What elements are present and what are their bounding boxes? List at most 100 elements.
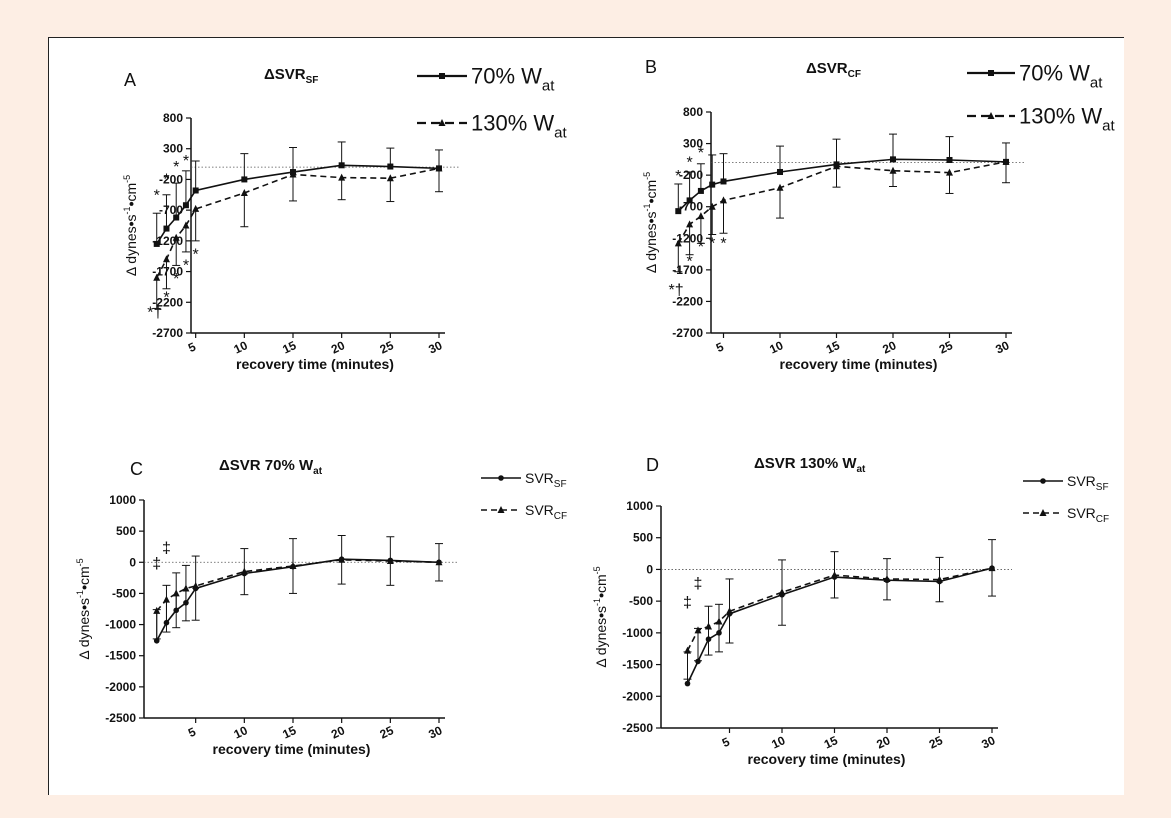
data-point [435, 164, 443, 172]
data-point [153, 273, 161, 281]
significance-marker: * [163, 171, 169, 188]
legend-entry-0: SVRSF [481, 470, 567, 490]
panel-label: D [646, 455, 659, 475]
y-tick-label: -2500 [105, 711, 136, 725]
legend-marker [439, 73, 445, 79]
y-tick-label: 500 [633, 531, 653, 545]
x-tick-label: 20 [329, 338, 347, 356]
y-label-text: Δ dynes [123, 226, 139, 276]
y-tick-label: -1700 [152, 265, 183, 279]
data-point [338, 162, 345, 169]
significance-marker: ‡ [694, 575, 703, 592]
y-label-bullet: • [593, 593, 609, 598]
series-0 [152, 535, 443, 644]
series-line [156, 558, 440, 642]
data-point [889, 166, 897, 174]
data-point [153, 240, 160, 247]
legend-label: 130% Wat [1019, 104, 1115, 135]
y-label-bullet: • [643, 218, 659, 223]
x-tick-label: 20 [874, 733, 892, 751]
legend-marker [438, 119, 446, 126]
data-point [192, 581, 200, 589]
y-axis-label: Δ dynes•s-1•cm-5 [642, 172, 659, 273]
data-point [241, 176, 248, 183]
legend-marker [497, 506, 505, 513]
data-point [386, 174, 394, 182]
y-label-superscript: -5 [122, 175, 132, 183]
y-label-bullet: • [76, 585, 92, 590]
y-tick-label: 300 [683, 137, 703, 151]
y-label-text: Δ dynes [593, 618, 609, 668]
significance-marker: *† [147, 305, 162, 322]
series-0 [152, 141, 443, 247]
significance-marker: * [173, 159, 179, 176]
data-point [726, 607, 733, 615]
x-tick-label: 25 [378, 338, 396, 356]
data-point [890, 156, 896, 163]
x-tick-label: 25 [378, 723, 396, 741]
y-tick-label: -700 [159, 203, 183, 217]
series-line [156, 167, 440, 279]
significance-marker: ‡ [152, 556, 161, 573]
legend-entry-1: 130% Wat [967, 104, 1115, 135]
data-point [192, 204, 200, 212]
data-point [778, 588, 786, 596]
x-axis-label: recovery time (minutes) [213, 741, 371, 757]
legend-marker [1040, 478, 1046, 484]
data-point [720, 196, 727, 204]
significance-marker: ‡ [683, 594, 692, 611]
x-tick-label: 25 [937, 338, 955, 356]
series-line [686, 567, 993, 684]
x-tick-label: 15 [280, 338, 298, 356]
data-point [1002, 157, 1010, 165]
panel-label: A [124, 70, 136, 90]
legend-label-main: SVR [1067, 473, 1096, 489]
y-label-text: s [593, 606, 609, 613]
data-point [173, 214, 180, 221]
chart-title-sub: at [856, 464, 866, 475]
data-point [697, 212, 705, 220]
y-label-text: s [123, 214, 139, 221]
legend-marker [987, 112, 995, 119]
legend-label-sub: CF [1096, 514, 1109, 525]
series-line [156, 164, 440, 245]
significance-marker: * [173, 271, 179, 288]
y-tick-label: -500 [629, 594, 653, 608]
legend-marker [1039, 509, 1047, 516]
y-label-bullet: • [123, 221, 139, 226]
x-tick-label: 30 [979, 733, 997, 751]
data-point [720, 178, 727, 185]
significance-marker: * [154, 187, 160, 204]
x-tick-label: 20 [329, 723, 347, 741]
legend-label: 70% Wat [471, 64, 555, 95]
series-line [686, 567, 993, 651]
y-axis-label: Δ dynes•s-1•cm-5 [592, 566, 609, 667]
y-label-bullet: • [76, 605, 92, 610]
data-point [172, 233, 180, 241]
legend-entry-0: SVRSF [1023, 473, 1109, 493]
y-tick-label: -2000 [105, 680, 136, 694]
data-point [338, 173, 346, 181]
figure-panel: A ΔSVRSF 800 300 -200 -700 -1200 -1700 -2200 -270… [48, 37, 1124, 795]
data-point [831, 571, 838, 579]
y-label-text: cm [593, 574, 609, 593]
y-label-text: Δ dynes [76, 610, 92, 660]
data-point [833, 162, 840, 170]
chart-panel-a: A ΔSVRSF800300-200-700-1200-1700-2200-270… [122, 64, 567, 372]
significance-marker: * [193, 246, 199, 263]
y-tick-label: 0 [129, 555, 136, 569]
data-point [182, 584, 190, 592]
data-point [162, 255, 170, 263]
chart-title: ΔSVRCF [806, 60, 861, 80]
y-label-superscript: -1 [122, 206, 132, 214]
data-point [708, 202, 716, 210]
legend-label-main: 130% W [471, 111, 554, 136]
legend-label-sub: SF [1096, 482, 1109, 493]
y-tick-label: 0 [646, 562, 653, 576]
x-axis-label: recovery time (minutes) [748, 751, 906, 767]
legend-label-sub: SF [554, 479, 567, 490]
series-1 [152, 164, 443, 309]
legend-label: SVRSF [525, 470, 567, 490]
data-point [182, 202, 189, 209]
data-point [946, 156, 953, 163]
